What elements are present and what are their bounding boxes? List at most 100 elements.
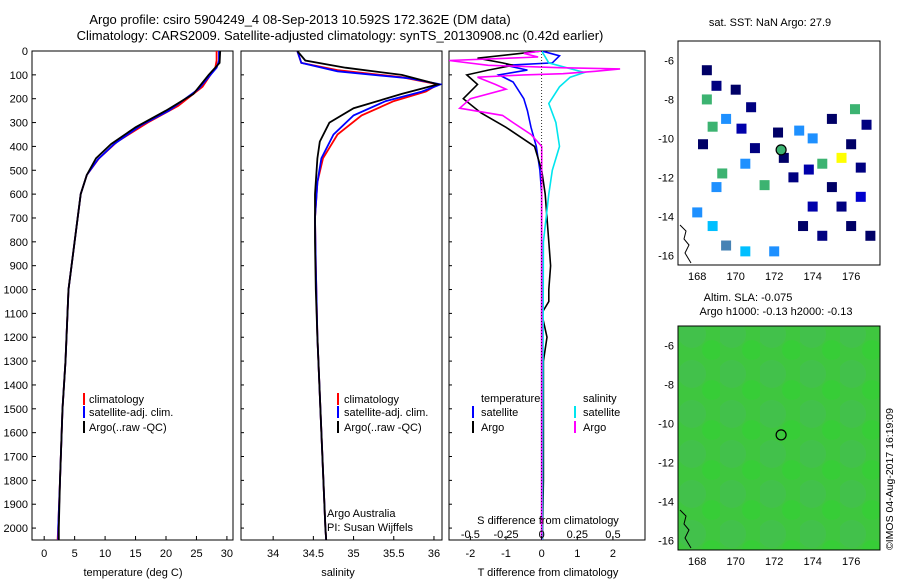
sst-cell-21 — [807, 201, 818, 212]
sst-cell-14 — [846, 139, 857, 150]
temp-legend-argo: Argo(..raw -QC) — [89, 422, 167, 434]
ytick-label-9: 900 — [10, 261, 28, 273]
xtick-label-differences-2: 0 — [539, 548, 545, 560]
ytick-label-0: 0 — [22, 46, 28, 58]
stick-label-4: 0.5 — [605, 529, 620, 541]
sst-cell-19 — [836, 201, 847, 212]
map-xtick-label-1-1: 170 — [727, 556, 745, 568]
sst-cell-18 — [826, 182, 837, 193]
stick-label-2: 0 — [539, 529, 545, 541]
diff-legend-s-argo: Argo — [583, 422, 606, 434]
sst-cell-15 — [855, 162, 866, 173]
salinity-legend: climatology satellite-adj. clim. Argo(..… — [327, 393, 428, 534]
stick-label-1: -0.25 — [493, 529, 518, 541]
ytick-label-12: 1200 — [4, 332, 28, 344]
ytick-label-10: 1000 — [4, 285, 28, 297]
xtick-label-temperature-5: 25 — [190, 548, 202, 560]
diff-slabel: S difference from climatology — [477, 515, 619, 527]
diff-legend-temp-header: temperature — [481, 393, 540, 405]
sal-legend-clim: climatology — [344, 394, 400, 406]
argo-position-marker-0 — [775, 144, 787, 156]
diff-legend-s-sat: satellite — [583, 407, 620, 419]
map-ytick-label-0-4: -14 — [658, 211, 674, 223]
xtick-label-salinity-3: 35.5 — [383, 548, 404, 560]
map-xtick-label-1-0: 168 — [688, 556, 706, 568]
diff-legend-t-argo: Argo — [481, 422, 504, 434]
map-xtick-label-1-4: 176 — [842, 556, 860, 568]
map-ytick-label-1-3: -12 — [658, 457, 674, 469]
sst-cell-37 — [794, 125, 805, 136]
xtick-label-differences-1: -1 — [501, 548, 511, 560]
series-salinity-1 — [296, 51, 442, 540]
temperature-legend: climatology satellite-adj. clim. Argo(..… — [83, 393, 173, 434]
map-ytick-label-0-0: -6 — [664, 55, 674, 67]
xtick-label-salinity-2: 35 — [347, 548, 359, 560]
map-xtick-label-0-4: 176 — [842, 271, 860, 283]
stick-label-0: -0.5 — [461, 529, 480, 541]
sst-cell-24 — [855, 191, 866, 202]
ytick-label-5: 500 — [10, 165, 28, 177]
sal-note-2: PI: Susan Wijffels — [327, 522, 413, 534]
salinity-xlabel: salinity — [321, 567, 355, 579]
ytick-label-17: 1700 — [4, 452, 28, 464]
sst-cell-6 — [749, 143, 760, 154]
ytick-label-18: 1800 — [4, 475, 28, 487]
map-ytick-label-0-3: -12 — [658, 172, 674, 184]
sst-cell-22 — [798, 221, 809, 232]
sst-cell-23 — [817, 230, 828, 241]
sst-cell-35 — [746, 102, 757, 113]
difference-axes — [448, 50, 646, 541]
xtick-label-salinity-0: 34 — [267, 548, 279, 560]
sst-cell-3 — [721, 113, 732, 124]
sst-cell-13 — [836, 152, 847, 163]
ytick-label-7: 700 — [10, 213, 28, 225]
difference-xlabel: T difference from climatology — [478, 567, 619, 579]
xtick-label-differences-3: 1 — [574, 548, 580, 560]
sst-cell-1 — [711, 80, 722, 91]
sst-cell-5 — [736, 123, 747, 134]
map-xtick-label-1-2: 172 — [765, 556, 783, 568]
map-xtick-label-0-3: 174 — [803, 271, 821, 283]
sal-note-1: Argo Australia — [327, 508, 396, 520]
map-xtick-label-1-3: 174 — [803, 556, 821, 568]
map-xtick-label-0-2: 172 — [765, 271, 783, 283]
temp-legend-sat: satellite-adj. clim. — [89, 407, 173, 419]
sst-cell-11 — [807, 133, 818, 144]
ytick-label-15: 1500 — [4, 404, 28, 416]
sst-cell-27 — [721, 240, 732, 251]
sla-map-axes — [677, 325, 881, 551]
series-temperature-2 — [57, 51, 222, 540]
header-line2: Climatology: CARS2009. Satellite-adjuste… — [77, 28, 604, 43]
xtick-label-temperature-4: 20 — [160, 548, 172, 560]
map-ytick-label-1-2: -10 — [658, 418, 674, 430]
sst-cell-36 — [773, 127, 784, 138]
diff-legend-t-sat: satellite — [481, 407, 518, 419]
sst-cell-31 — [803, 164, 814, 175]
sal-legend-argo: Argo(..raw -QC) — [344, 422, 422, 434]
ytick-label-8: 800 — [10, 237, 28, 249]
ytick-label-2: 200 — [10, 94, 28, 106]
sst-cell-39 — [826, 113, 837, 124]
argo-position-marker-1 — [775, 429, 787, 441]
sst-cell-7 — [740, 158, 751, 169]
series-differences-0 — [496, 51, 562, 540]
diff-legend-sal-header: salinity — [583, 393, 617, 405]
series-differences-3 — [449, 51, 621, 540]
xtick-label-salinity-1: 34.5 — [303, 548, 324, 560]
sst-cell-32 — [759, 180, 770, 191]
sla-map-title: Altim. SLA: -0.075 — [704, 292, 793, 304]
sst-cell-8 — [717, 168, 728, 179]
map-ytick-label-1-5: -16 — [658, 535, 674, 547]
sst-cell-9 — [778, 152, 789, 163]
map-ytick-label-1-1: -8 — [664, 379, 674, 391]
coastline-0 — [679, 224, 692, 264]
ytick-label-20: 2000 — [4, 523, 28, 535]
map-ytick-label-1-4: -14 — [658, 496, 674, 508]
sst-map-title: sat. SST: NaN Argo: 27.9 — [709, 17, 831, 29]
sla-map-subtitle: Argo h1000: -0.13 h2000: -0.13 — [700, 306, 853, 318]
sst-cell-20 — [846, 221, 857, 232]
series-temperature-1 — [57, 51, 220, 540]
series-salinity-0 — [296, 51, 441, 540]
map-ytick-label-1-0: -6 — [664, 340, 674, 352]
